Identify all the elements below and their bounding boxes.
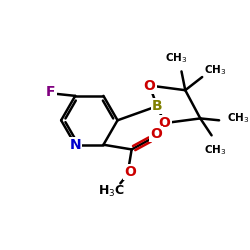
Text: H$_3$C: H$_3$C <box>98 184 124 199</box>
Text: O: O <box>159 116 170 130</box>
Text: CH$_3$: CH$_3$ <box>164 51 187 65</box>
Text: N: N <box>70 138 81 152</box>
Text: O: O <box>150 128 162 141</box>
Text: F: F <box>46 85 56 99</box>
Text: O: O <box>144 78 156 92</box>
Text: CH$_3$: CH$_3$ <box>227 112 249 125</box>
Text: CH$_3$: CH$_3$ <box>204 64 227 77</box>
Text: O: O <box>124 165 136 179</box>
Text: B: B <box>152 99 162 113</box>
Text: CH$_3$: CH$_3$ <box>204 143 227 157</box>
